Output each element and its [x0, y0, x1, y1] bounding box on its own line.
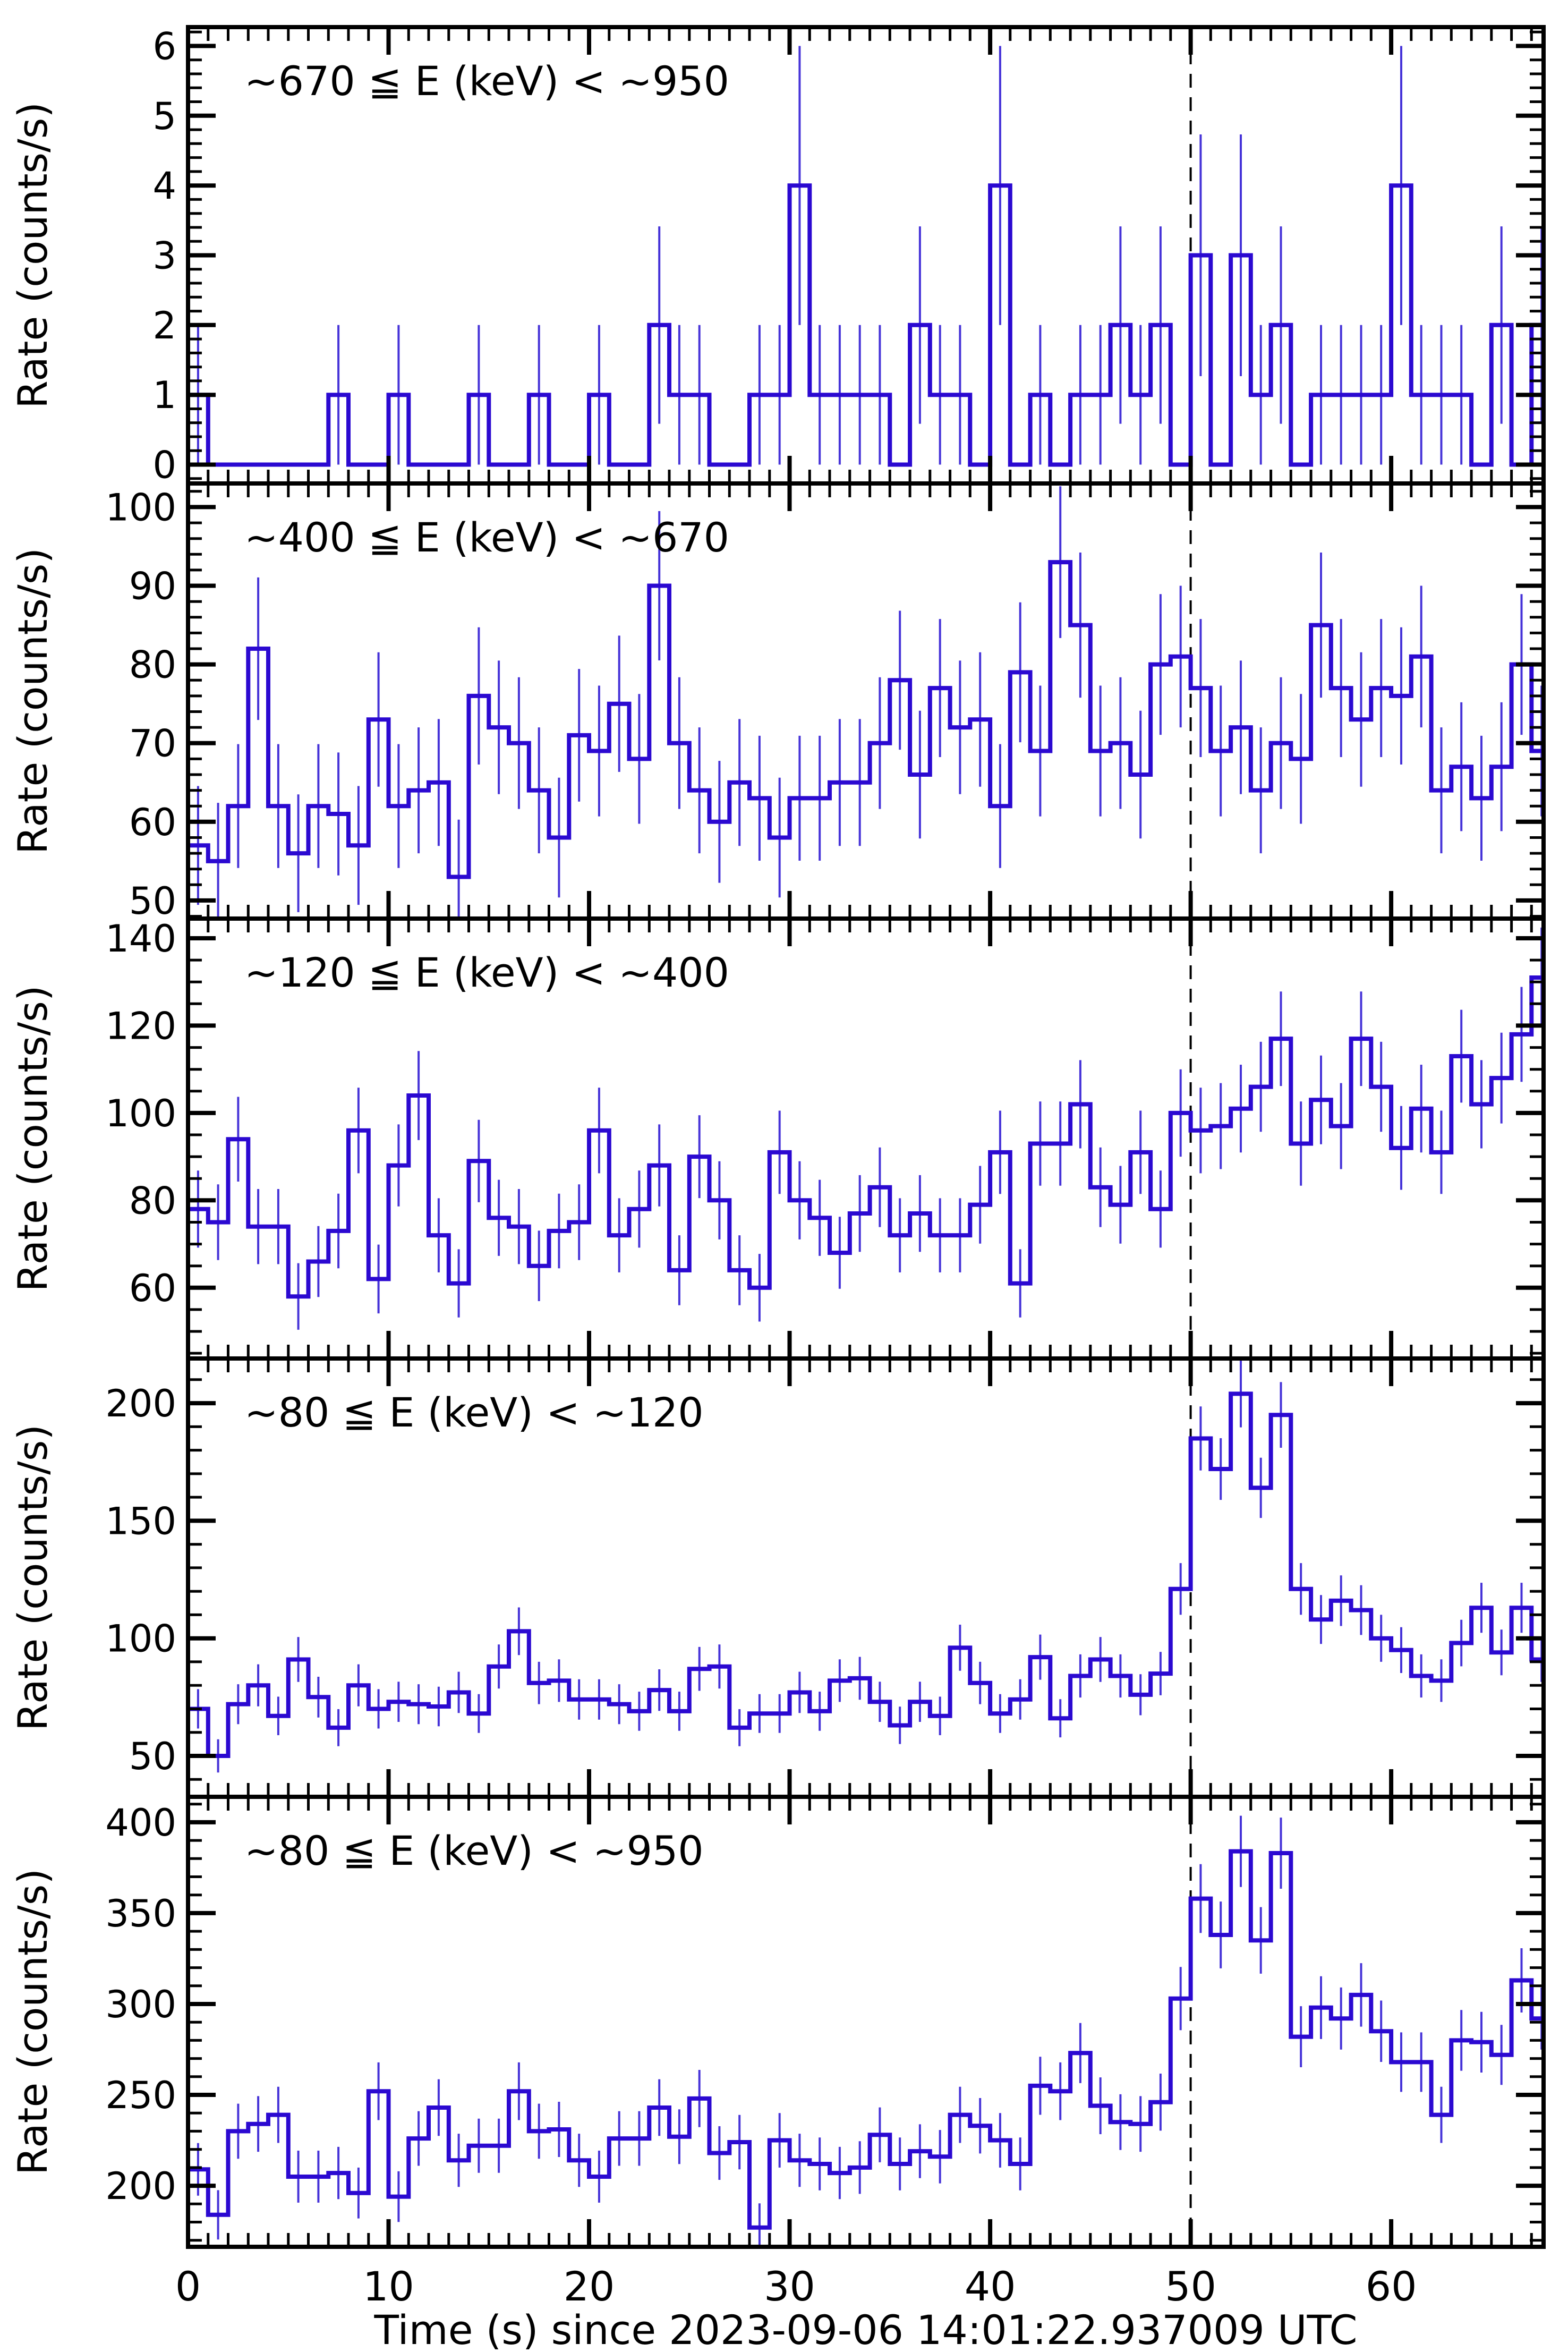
y-tick-label: 3	[152, 234, 176, 278]
panel-3-major-ticks	[186, 1358, 1544, 1797]
y-tick-label: 140	[105, 917, 176, 961]
x-tick-label: 40	[965, 2263, 1016, 2310]
y-axis-title: Rate (counts/s)	[9, 986, 56, 1292]
panel-1-minor-ticks	[188, 483, 1544, 919]
x-tick-label: 60	[1366, 2263, 1417, 2310]
x-tick-label: 0	[175, 2263, 201, 2310]
y-tick-label: 200	[105, 1382, 176, 1425]
y-tick-label: 100	[105, 486, 176, 529]
y-tick-label: 100	[105, 1092, 176, 1135]
rate-step-curve	[188, 1849, 1544, 2230]
y-tick-label: 200	[105, 2164, 176, 2208]
y-tick-label: 100	[105, 1617, 176, 1661]
x-axis-title: Time (s) since 2023-09-06 14:01:22.93700…	[373, 2306, 1357, 2352]
energy-band-label: ~670 ≦ E (keV) < ~950	[244, 57, 729, 105]
panel-3-minor-ticks	[188, 1358, 1544, 1797]
y-axis-title: Rate (counts/s)	[9, 1869, 56, 2175]
y-tick-label: 120	[105, 1004, 176, 1048]
y-tick-label: 2	[152, 304, 176, 347]
y-axis-title: Rate (counts/s)	[9, 548, 56, 854]
y-tick-label: 350	[105, 1892, 176, 1935]
rate-step-curve	[188, 1391, 1544, 1758]
y-tick-label: 150	[105, 1499, 176, 1543]
y-tick-label: 80	[129, 1179, 176, 1222]
y-tick-label: 50	[129, 879, 176, 923]
y-axis-title: Rate (counts/s)	[9, 1424, 56, 1731]
y-tick-label: 60	[129, 801, 176, 844]
panel-1-major-ticks	[186, 483, 1544, 919]
y-axis-title: Rate (counts/s)	[9, 102, 56, 409]
y-tick-label: 0	[152, 444, 176, 487]
y-tick-label: 6	[152, 25, 176, 69]
y-tick-label: 1	[152, 373, 176, 417]
rate-step-curve	[188, 560, 1544, 879]
panel-4-minor-ticks	[188, 1797, 1544, 2247]
y-tick-label: 300	[105, 1983, 176, 2026]
y-tick-label: 250	[105, 2074, 176, 2117]
rate-step-curve	[188, 183, 1544, 467]
panel-2-plot	[188, 919, 1544, 1358]
panel-4-plot	[188, 1797, 1544, 2247]
x-tick-label: 20	[564, 2263, 615, 2310]
y-tick-label: 80	[129, 643, 176, 687]
y-tick-label: 60	[129, 1267, 176, 1310]
y-tick-label: 4	[152, 164, 176, 208]
energy-band-label: ~400 ≦ E (keV) < ~670	[244, 514, 729, 561]
panel-0-major-ticks	[186, 27, 1544, 483]
energy-band-label: ~80 ≦ E (keV) < ~120	[244, 1389, 704, 1436]
energy-band-label: ~120 ≦ E (keV) < ~400	[244, 949, 729, 996]
y-tick-label: 90	[129, 565, 176, 608]
x-tick-label: 30	[764, 2263, 815, 2310]
y-tick-label: 50	[129, 1735, 176, 1778]
y-tick-label: 5	[152, 95, 176, 138]
y-tick-label: 70	[129, 722, 176, 766]
rate-step-curve	[188, 975, 1544, 1299]
panel-2-major-ticks	[186, 919, 1544, 1358]
x-tick-label: 50	[1165, 2263, 1216, 2310]
energy-band-label: ~80 ≦ E (keV) < ~950	[244, 1827, 704, 1874]
panel-1-plot	[188, 483, 1544, 919]
y-tick-label: 400	[105, 1801, 176, 1845]
panel-4-major-ticks	[186, 1797, 1544, 2247]
x-tick-label: 10	[363, 2263, 414, 2310]
